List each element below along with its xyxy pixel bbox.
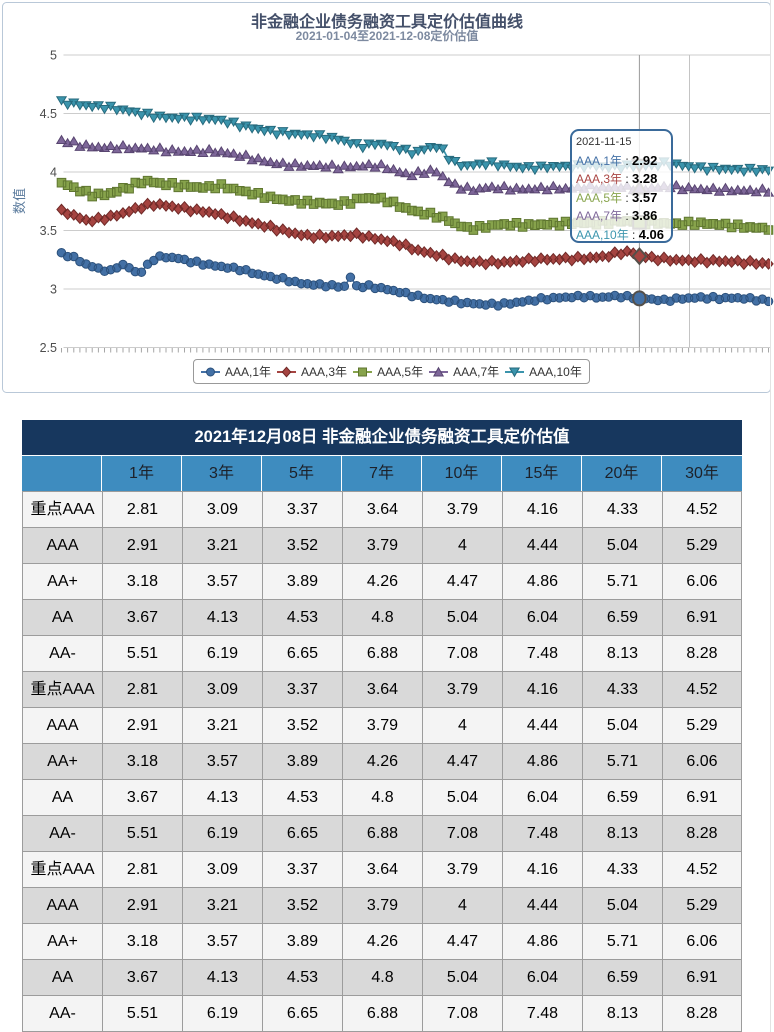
svg-text:2.5: 2.5 <box>40 341 57 355</box>
svg-text:3.5: 3.5 <box>40 224 57 238</box>
svg-text:4: 4 <box>50 166 57 180</box>
svg-text:5: 5 <box>50 49 57 63</box>
svg-text:3: 3 <box>50 283 57 297</box>
svg-text:数值: 数值 <box>12 188 27 214</box>
svg-text:4.5: 4.5 <box>40 107 57 121</box>
